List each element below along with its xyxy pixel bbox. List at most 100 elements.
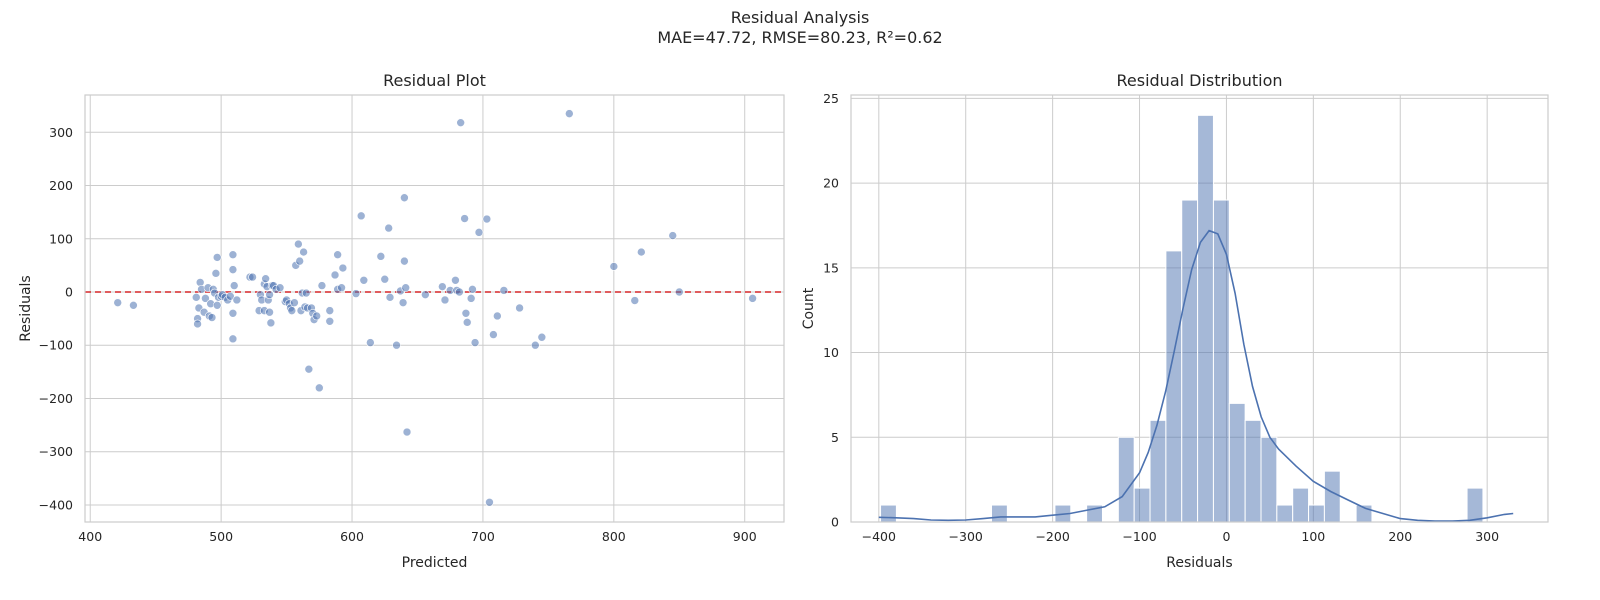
y-tick-label: 5 <box>831 430 839 445</box>
scatter-point <box>265 290 274 299</box>
x-tick-label: 700 <box>471 529 495 544</box>
scatter-point <box>207 313 217 322</box>
scatter-point <box>294 239 303 249</box>
scatter-point <box>402 427 412 437</box>
scatter-point <box>193 319 202 329</box>
chart-1 <box>84 94 785 523</box>
scatter-point <box>455 287 464 297</box>
scatter-point <box>301 288 311 298</box>
scatter-point <box>351 289 361 298</box>
scatter-point <box>225 291 235 301</box>
histogram-bar <box>1292 487 1310 523</box>
x-tick-label: 100 <box>1301 529 1325 544</box>
scatter-point <box>609 262 619 271</box>
y-tick-label: 15 <box>823 260 839 275</box>
histogram-bar <box>1197 114 1214 523</box>
histogram-bar <box>1466 487 1484 523</box>
scatter-point <box>401 283 411 293</box>
scatter-point <box>359 275 369 285</box>
x-tick-label: 200 <box>1388 529 1412 544</box>
scatter-point <box>228 308 238 318</box>
scatter-point <box>674 287 684 297</box>
x-tick-label: 500 <box>209 529 233 544</box>
y-axis-label: Count <box>801 287 817 329</box>
x-tick-label: −100 <box>1122 529 1156 544</box>
y-tick-label: −200 <box>39 391 73 406</box>
x-axis-label: Predicted <box>402 555 468 571</box>
y-tick-label: −100 <box>39 338 73 353</box>
histogram-bar <box>1244 419 1262 523</box>
histogram-bar <box>1181 199 1199 523</box>
histogram-bar <box>1212 199 1230 523</box>
y-tick-label: 0 <box>831 515 839 530</box>
y-tick-label: 10 <box>823 345 839 360</box>
y-tick-label: 200 <box>49 178 73 193</box>
scatter-point <box>201 294 210 303</box>
scatter-point <box>462 318 472 327</box>
scatter-point <box>421 290 430 299</box>
scatter-point <box>315 383 324 393</box>
scatter-point <box>337 283 346 293</box>
y-tick-label: 100 <box>49 231 73 246</box>
histogram-bar <box>1165 250 1183 523</box>
scatter-point <box>384 223 393 233</box>
scatter-point <box>290 298 299 307</box>
x-tick-label: −400 <box>862 529 896 544</box>
scatter-point <box>338 263 348 273</box>
scatter-point <box>228 250 238 260</box>
scatter-point <box>530 340 540 350</box>
scatter-point <box>466 294 476 303</box>
scatter-point <box>228 334 238 344</box>
scatter-point <box>312 311 321 321</box>
scatter-point <box>212 301 222 310</box>
scatter-point <box>261 274 270 283</box>
scatter-point <box>317 281 327 290</box>
scatter-point <box>489 330 498 339</box>
figure-title-line2: MAE=47.72, RMSE=80.23, R²=0.62 <box>657 28 943 47</box>
scatter-point <box>376 252 386 261</box>
plot-frame <box>850 94 1549 523</box>
scatter-point <box>366 338 375 347</box>
scatter-point <box>380 274 390 284</box>
scatter-point <box>325 306 335 315</box>
scatter-point <box>113 298 123 307</box>
scatter-point <box>438 282 447 291</box>
scatter-point <box>398 298 408 307</box>
scatter-point <box>451 275 460 285</box>
x-tick-label: −300 <box>949 529 983 544</box>
x-tick-label: 900 <box>733 529 757 544</box>
scatter-point <box>211 269 221 278</box>
histogram-bar <box>1133 487 1151 523</box>
histogram-bar <box>991 504 1008 523</box>
scatter-point <box>265 307 274 317</box>
scatter-point <box>470 338 480 347</box>
y-tick-label: 20 <box>823 176 839 191</box>
x-tick-label: 300 <box>1475 529 1499 544</box>
scatter-point <box>461 308 471 318</box>
figure-title: Residual Analysis MAE=47.72, RMSE=80.23,… <box>0 8 1600 48</box>
scatter-point <box>129 301 138 310</box>
histogram-bar <box>1228 402 1246 523</box>
scatter-point <box>456 118 465 127</box>
scatter-point <box>468 285 477 294</box>
scatter-point <box>333 250 342 260</box>
subplot-title: Residual Plot <box>383 71 486 90</box>
scatter-point <box>195 278 205 287</box>
histogram-bar <box>1276 504 1294 523</box>
scatter-point <box>400 256 409 266</box>
scatter-point <box>392 340 401 350</box>
scatter-point <box>325 316 335 326</box>
histogram-bar <box>1149 419 1167 523</box>
subplot-title: Residual Distribution <box>1117 71 1283 90</box>
scatter-point <box>295 256 304 266</box>
scatter-point <box>440 295 450 305</box>
scatter-point <box>460 214 469 223</box>
histogram-bar <box>1323 470 1341 523</box>
scatter-point <box>499 286 509 295</box>
scatter-point <box>493 311 502 321</box>
histogram-bar <box>1117 436 1135 523</box>
y-axis-label: Residuals <box>18 275 34 341</box>
scatter-point <box>400 193 409 203</box>
